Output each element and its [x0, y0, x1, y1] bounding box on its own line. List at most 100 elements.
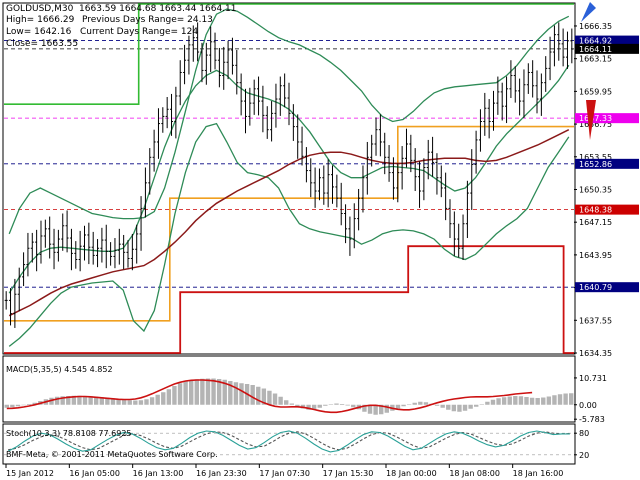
symbol-header: GOLDUSD,M30 1663.59 1664.68 1663.44 1664… — [6, 4, 237, 15]
y-tick-label: 1650.35 — [579, 185, 612, 194]
macd-histogram-bar — [144, 399, 149, 405]
macd-histogram-bar — [490, 399, 496, 405]
macd-histogram-bar — [15, 404, 21, 407]
stoch-y-tick-label: 20 — [579, 451, 589, 460]
macd-histogram-bar — [82, 396, 88, 405]
macd-histogram-bar — [311, 404, 317, 410]
y-tick-label: 1643.95 — [579, 251, 612, 260]
macd-histogram-bar — [501, 397, 507, 405]
macd-histogram-bar — [367, 404, 373, 414]
macd-histogram-bar — [440, 404, 445, 408]
macd-histogram-bar — [535, 398, 540, 405]
macd-histogram-bar — [379, 404, 384, 415]
price-label-text: 1640.79 — [579, 283, 612, 292]
copyright-text: BMF-Meta, © 2001-2011 MetaQuotes Softwar… — [6, 450, 218, 459]
x-tick-label: 17 Jan 07:30 — [259, 469, 310, 478]
low-row: Low= 1642.16 — [6, 27, 71, 38]
x-tick-label: 16 Jan 13:00 — [133, 469, 184, 478]
macd-histogram-bar — [21, 404, 26, 406]
macd-histogram-bar — [228, 381, 233, 405]
macd-histogram-bar — [49, 397, 54, 405]
macd-histogram-bar — [557, 394, 563, 405]
macd-histogram-bar — [194, 379, 199, 405]
macd-histogram-bar — [496, 398, 501, 405]
macd-histogram-bar — [479, 404, 484, 405]
macd-histogram-bar — [334, 403, 339, 405]
macd-histogram-bar — [507, 396, 512, 405]
price-label-box — [575, 43, 639, 54]
stoch-title: Stoch(10,3,3) 78.8108 77.6925 — [6, 429, 132, 438]
x-tick-label: 17 Jan 15:30 — [323, 469, 374, 478]
macd-histogram-bar — [541, 397, 546, 405]
macd-histogram-bar — [110, 398, 116, 405]
price-label-box — [575, 113, 639, 124]
macd-histogram-bar — [518, 396, 524, 405]
prev-range-label: Previous Days Range= 24.13 — [82, 15, 213, 25]
down-arrow-icon — [586, 100, 596, 140]
macd-y-tick-label: 10.731 — [579, 374, 607, 383]
low-label: Low= 1642.16 — [6, 27, 72, 37]
stoch-signal-line — [8, 431, 570, 451]
macd-histogram-bar — [233, 382, 239, 405]
macd-title: MACD(5,35,5) 4.545 4.852 — [6, 365, 113, 374]
macd-histogram-bar — [373, 404, 378, 415]
high-row: High= 1666.29 — [6, 15, 74, 26]
macd-histogram-bar — [60, 396, 65, 405]
macd-histogram-bar — [552, 395, 557, 405]
macd-histogram-bar — [99, 397, 104, 405]
y-tick-label: 1653.55 — [579, 153, 612, 162]
macd-histogram-bar — [205, 378, 211, 405]
macd-histogram-bar — [418, 401, 423, 405]
macd-histogram-bar — [138, 400, 144, 405]
macd-histogram-bar — [222, 379, 227, 405]
macd-panel-frame — [2, 355, 576, 423]
up-arrow-icon — [581, 2, 596, 22]
macd-y-tick-label: 0.00 — [579, 401, 597, 410]
macd-histogram-bar — [189, 380, 194, 405]
macd-histogram-bar — [149, 397, 155, 405]
macd-histogram-bar — [423, 402, 429, 405]
macd-histogram-bar — [216, 379, 222, 405]
price-label-text: 1652.86 — [579, 160, 612, 169]
stochastic-chart: 80 20 — [4, 429, 589, 460]
main-panel-frame — [2, 2, 576, 355]
macd-histogram-bar — [250, 385, 255, 405]
y-tick-label: 1663.15 — [579, 55, 612, 64]
macd-histogram-bar — [166, 389, 172, 405]
stoch-y-tick-label: 80 — [579, 429, 589, 438]
macd-histogram-bar — [434, 404, 440, 406]
macd-histogram-bar — [339, 404, 345, 405]
macd-histogram-bar — [529, 397, 535, 405]
macd-histogram-bar — [133, 400, 138, 405]
x-tick-label: 16 Jan 05:00 — [69, 469, 120, 478]
x-tick-label: 18 Jan 08:00 — [449, 469, 500, 478]
bollinger-lower-line — [8, 122, 570, 347]
main-price-chart — [4, 3, 574, 354]
macd-histogram-bar — [10, 404, 15, 408]
price-label-box — [575, 204, 639, 215]
symbol-name: GOLDUSD,M30 — [6, 4, 74, 14]
ohlc-values: 1663.59 1664.68 1663.44 1664.11 — [79, 4, 237, 14]
macd-histogram-bar — [105, 397, 110, 405]
cur-range-label: Current Days Range= 124 — [80, 27, 199, 37]
macd-histogram-bar — [88, 396, 93, 405]
macd-histogram-bar — [211, 378, 216, 405]
macd-histogram-bar — [4, 404, 9, 408]
macd-histogram-bar — [446, 404, 451, 410]
macd-histogram-bar — [289, 403, 294, 405]
x-tick-label: 18 Jan 00:00 — [386, 469, 437, 478]
macd-histogram-bar — [295, 404, 300, 407]
macd-histogram-bar — [546, 396, 552, 405]
macd-histogram-bar — [161, 392, 166, 405]
macd-histogram-bar — [412, 402, 417, 405]
cur-range-row: Current Days Range= 124 — [80, 27, 198, 38]
orange-band-line — [4, 125, 574, 322]
macd-histogram-bar — [183, 381, 188, 405]
macd-histogram-bar — [513, 396, 518, 405]
macd-histogram-bar — [485, 401, 490, 405]
macd-histogram-bar — [284, 400, 289, 405]
macd-histogram-bar — [200, 378, 205, 405]
macd-y-tick-label: -5.783 — [579, 415, 605, 424]
price-label-text: 1664.92 — [579, 37, 612, 46]
